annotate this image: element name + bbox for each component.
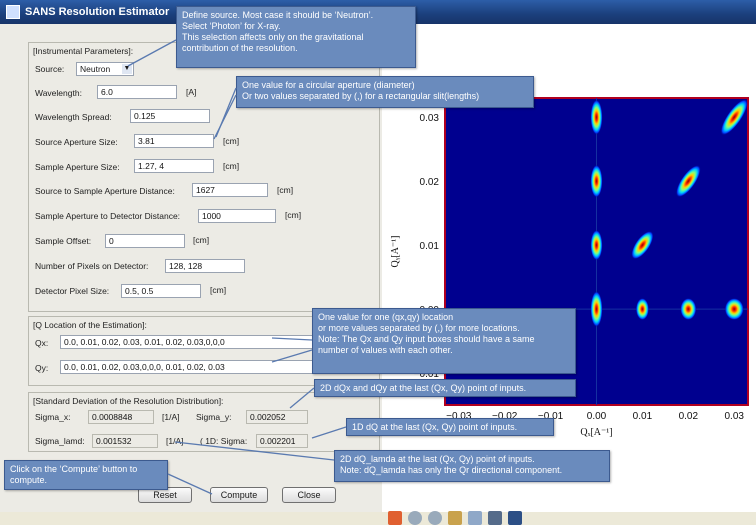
app-icon — [6, 5, 20, 19]
configure-icon[interactable] — [488, 511, 502, 525]
close-button[interactable]: Close — [282, 487, 336, 503]
callout-dq-lamda: 2D dQ_lamda at the last (Qx, Qy) point o… — [334, 450, 610, 482]
pixel-size-unit: [cm] — [210, 285, 227, 295]
callout-source: Define source. Most case it should be ‘N… — [176, 6, 416, 68]
heatmap-spot — [676, 165, 701, 198]
sample-offset-unit: [cm] — [193, 235, 210, 245]
source-label: Source: — [35, 64, 65, 74]
x-tick-label: 0.02 — [679, 411, 699, 422]
sigma-y-label: Sigma_y: — [196, 412, 232, 422]
y-tick-label: 0.03 — [420, 113, 440, 124]
pixel-size-input[interactable] — [121, 284, 201, 298]
source-sample-distance-input[interactable] — [192, 183, 268, 197]
heatmap-spot — [590, 291, 603, 328]
sigma-x-unit: [1/A] — [162, 412, 180, 422]
source-aperture-label: Source Aperture Size: — [35, 137, 118, 147]
pixel-size-label: Detector Pixel Size: — [35, 286, 110, 296]
wavelength-label: Wavelength: — [35, 88, 82, 98]
back-icon[interactable] — [408, 511, 422, 525]
pixel-count-label: Number of Pixels on Detector: — [35, 261, 149, 271]
heatmap-spot — [631, 231, 654, 260]
heatmap-spot — [724, 298, 744, 321]
y-tick-label: 0.01 — [420, 241, 440, 252]
chevron-down-icon[interactable]: ▼ — [122, 64, 132, 74]
sigma-x-label: Sigma_x: — [35, 412, 71, 422]
source-aperture-unit: [cm] — [223, 136, 240, 146]
wavelength-unit: [A] — [186, 87, 197, 97]
q-location-group-label: [Q Location of the Estimation]: — [33, 320, 147, 330]
sample-offset-input[interactable] — [105, 234, 185, 248]
x-tick-label: 0.00 — [587, 411, 607, 422]
sample-offset-label: Sample Offset: — [35, 236, 92, 246]
oned-sigma-label: ( 1D: Sigma: — [200, 436, 248, 446]
save-icon[interactable] — [508, 511, 522, 525]
sample-aperture-label: Sample Aperture Size: — [35, 162, 120, 172]
qy-label: Qy: — [35, 363, 49, 373]
source-sample-distance-unit: [cm] — [277, 185, 294, 195]
instrument-group-label: [Instrumental Parameters]: — [33, 46, 134, 56]
sigma-lamd-label: Sigma_lamd: — [35, 436, 85, 446]
x-tick-label: −0.02 — [492, 411, 518, 422]
heatmap-spot — [590, 164, 603, 198]
sample-detector-distance-unit: [cm] — [285, 210, 302, 220]
resolution-group-label: [Standard Deviation of the Resolution Di… — [33, 396, 224, 406]
callout-compute: Click on the ‘Compute’ button to compute… — [4, 460, 168, 490]
heatmap-spot — [635, 298, 649, 321]
callout-dq1d: 1D dQ at the last (Qx, Qy) point of inpu… — [346, 418, 554, 436]
x-tick-label: −0.01 — [538, 411, 564, 422]
x-tick-label: −0.03 — [446, 411, 472, 422]
pixel-count-input[interactable] — [165, 259, 245, 273]
heatmap-spot — [590, 229, 603, 261]
spread-label: Wavelength Spread: — [35, 112, 112, 122]
wavelength-input[interactable] — [97, 85, 177, 99]
qy-input[interactable] — [60, 360, 368, 374]
sigma-lamd-unit: [1/A] — [166, 436, 184, 446]
source-select[interactable]: Neutron ▼ — [76, 62, 134, 76]
compute-button[interactable]: Compute — [210, 487, 268, 503]
x-tick-label: 0.03 — [724, 411, 744, 422]
qx-label: Qx: — [35, 338, 49, 348]
sample-aperture-input[interactable] — [134, 159, 214, 173]
source-select-value: Neutron — [80, 64, 111, 74]
callout-dqxy: 2D dQx and dQy at the last (Qx, Qy) poin… — [314, 379, 576, 397]
sample-detector-distance-input[interactable] — [198, 209, 276, 223]
heatmap-spot — [590, 99, 603, 135]
oned-sigma-output — [256, 434, 308, 448]
y-axis-label: Qᵧ[A⁻¹] — [390, 235, 401, 267]
y-tick-label: 0.02 — [420, 177, 440, 188]
spread-input[interactable] — [130, 109, 210, 123]
forward-icon[interactable] — [428, 511, 442, 525]
sigma-x-output — [88, 410, 154, 424]
source-sample-distance-label: Source to Sample Aperture Distance: — [35, 186, 175, 196]
x-tick-label: 0.01 — [633, 411, 653, 422]
sigma-y-output — [246, 410, 308, 424]
heatmap-spot — [680, 298, 697, 321]
sample-detector-distance-label: Sample Aperture to Detector Distance: — [35, 211, 181, 221]
zoom-icon[interactable] — [468, 511, 482, 525]
window-title: SANS Resolution Estimator — [25, 6, 170, 18]
heatmap-spot — [720, 99, 748, 136]
pan-icon[interactable] — [448, 511, 462, 525]
source-aperture-input[interactable] — [134, 134, 214, 148]
sigma-lamd-output — [92, 434, 158, 448]
callout-aperture: One value for a circular aperture (diame… — [236, 76, 534, 108]
sample-aperture-unit: [cm] — [223, 161, 240, 171]
callout-q-location: One value for one (qx,qy) location or mo… — [312, 308, 576, 374]
y-tick-label: −0.01 — [414, 369, 440, 380]
home-icon[interactable] — [388, 511, 402, 525]
x-axis-label: Qₓ[A⁻¹] — [580, 427, 612, 438]
